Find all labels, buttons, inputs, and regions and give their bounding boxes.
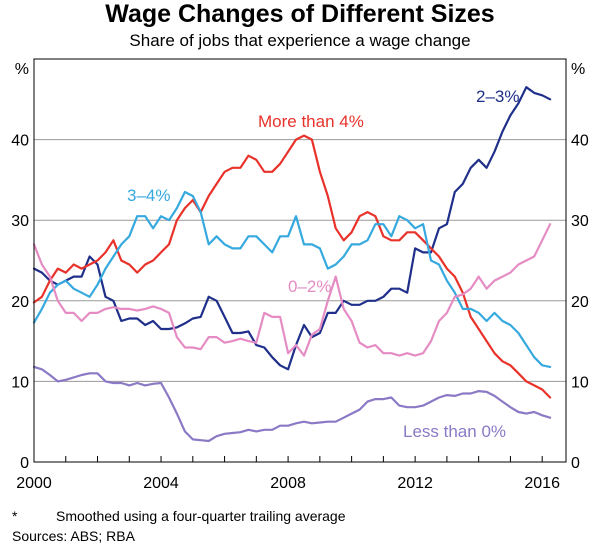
y-tick-label-left-40: 40 bbox=[11, 133, 29, 150]
footnote-text: Smoothed using a four-quarter trailing a… bbox=[56, 508, 346, 524]
y-tick-label-right-0: 0 bbox=[571, 455, 580, 472]
series-line-4 bbox=[32, 365, 552, 443]
x-tick-label-2008: 2008 bbox=[270, 475, 306, 492]
y-unit-left: % bbox=[15, 61, 29, 78]
series-label-0: 2–3% bbox=[476, 87, 519, 106]
series-labels: 2–3% More than 4% 3–4% 0–2% Less than 0% bbox=[127, 87, 519, 441]
series-label-3: 0–2% bbox=[288, 277, 331, 296]
footnote: * Smoothed using a four-quarter trailing … bbox=[12, 508, 346, 525]
x-tick-label-2012: 2012 bbox=[397, 475, 433, 492]
x-tick-label-2004: 2004 bbox=[143, 475, 179, 492]
series-lines bbox=[32, 86, 552, 443]
series-label-1: More than 4% bbox=[258, 112, 364, 131]
series-line-0 bbox=[32, 86, 552, 371]
y-tick-label-left-10: 10 bbox=[11, 374, 29, 391]
footnote-marker: * bbox=[12, 508, 18, 524]
gridlines bbox=[34, 139, 566, 382]
y-tick-label-left-20: 20 bbox=[11, 294, 29, 311]
y-tick-label-right-10: 10 bbox=[571, 374, 589, 391]
x-tick-label-2016: 2016 bbox=[524, 475, 560, 492]
y-tick-label-right-40: 40 bbox=[571, 133, 589, 150]
axis-labels: 0 0 10 10 20 20 30 30 40 40% % 2000 2004 2008 2012 2016 bbox=[11, 61, 589, 492]
y-tick-label-right-30: 30 bbox=[571, 213, 589, 230]
series-line-3 bbox=[32, 223, 552, 357]
series-label-4: Less than 0% bbox=[403, 422, 506, 441]
series-line-2 bbox=[32, 190, 552, 368]
x-tick-label-2000: 2000 bbox=[16, 475, 52, 492]
sources: Sources: ABS; RBA bbox=[12, 528, 135, 544]
y-tick-label-right-20: 20 bbox=[571, 294, 589, 311]
series-label-2: 3–4% bbox=[127, 186, 170, 205]
plot-frame bbox=[33, 58, 567, 463]
y-unit-right: % bbox=[571, 61, 585, 78]
y-tick-label-left-0: 0 bbox=[20, 455, 29, 472]
y-tick-label-left-30: 30 bbox=[11, 213, 29, 230]
chart-title: Wage Changes of Different Sizes bbox=[105, 0, 495, 28]
series-line-1 bbox=[32, 134, 552, 399]
axis-ticks bbox=[33, 456, 543, 462]
chart-subtitle: Share of jobs that experience a wage cha… bbox=[129, 31, 471, 50]
